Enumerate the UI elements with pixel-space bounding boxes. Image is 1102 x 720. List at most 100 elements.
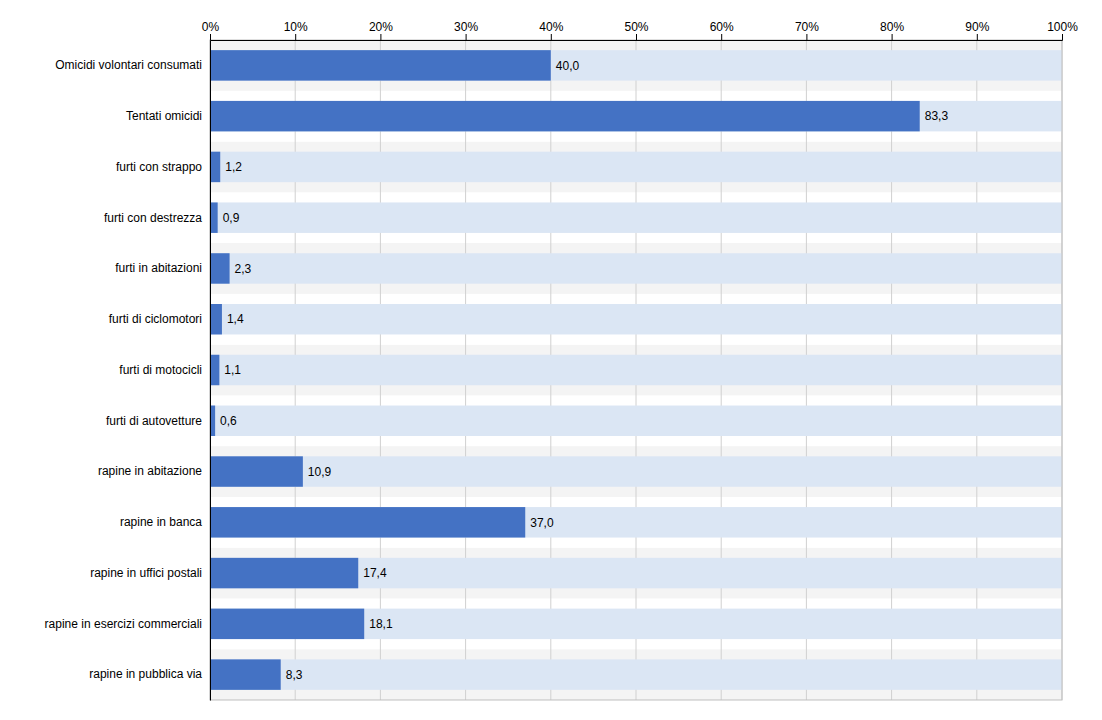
x-tick: 30% <box>454 20 478 40</box>
y-tick: furti in abitazioni <box>115 261 210 275</box>
bar <box>210 456 303 486</box>
y-tick: Omicidi volontari consumati <box>55 58 210 72</box>
tick-label: furti di autovetture <box>106 414 202 428</box>
tick-mark <box>551 34 552 40</box>
tick-label: 70% <box>795 20 819 34</box>
tick-label: rapine in esercizi commerciali <box>45 617 202 631</box>
y-tick: furti di ciclomotori <box>109 312 210 326</box>
tick-label: Tentati omicidi <box>126 109 202 123</box>
bar-track <box>210 253 1062 283</box>
y-tick: furti di motocicli <box>119 363 210 377</box>
y-tick: Tentati omicidi <box>126 109 210 123</box>
data-label: 1,4 <box>227 312 244 326</box>
y-tick: furti con destrezza <box>104 211 210 225</box>
tick-label: 20% <box>369 20 393 34</box>
tick-label: 40% <box>539 20 563 34</box>
plot-frame <box>210 40 1062 700</box>
y-tick: furti con strappo <box>116 160 210 174</box>
y-axis: rapine in pubblica via rapine in esercizi… <box>45 41 211 701</box>
bars <box>210 50 1062 690</box>
x-tick: 80% <box>880 20 904 40</box>
tick-label: rapine in pubblica via <box>89 667 202 681</box>
bar <box>210 202 218 232</box>
bar-track <box>210 609 1062 639</box>
bar <box>210 558 358 588</box>
data-label: 37,0 <box>530 516 554 530</box>
bar-track <box>210 101 1062 131</box>
tick-mark <box>295 34 296 40</box>
y-tick: rapine in esercizi commerciali <box>45 617 210 631</box>
bar-track <box>210 507 1062 537</box>
bar <box>210 659 281 689</box>
tick-mark <box>210 34 211 40</box>
bar-track <box>210 355 1062 385</box>
data-label: 2,3 <box>235 262 252 276</box>
bar-track <box>210 456 1062 486</box>
data-label: 40,0 <box>556 59 580 73</box>
bar-track <box>210 50 1062 80</box>
x-axis: 0% 10% 20% 30% 40% 50% 60% 70% 80% 90% 100% <box>202 20 1078 41</box>
row-backgrounds <box>210 40 1062 700</box>
axis-line <box>211 34 1063 41</box>
tick-label: 60% <box>710 20 734 34</box>
x-tick: 70% <box>795 20 819 40</box>
x-tick: 10% <box>284 20 308 40</box>
tick-mark <box>466 34 467 40</box>
grid <box>210 40 1062 700</box>
x-tick: 90% <box>965 20 989 40</box>
data-label: 1,2 <box>225 160 242 174</box>
data-labels: 8,318,117,437,010,90,61,11,42,30,91,283,… <box>220 59 948 682</box>
bar <box>210 507 525 537</box>
x-tick: 0% <box>202 20 220 40</box>
tick-mark <box>636 34 637 40</box>
tick-label: 100% <box>1047 20 1078 34</box>
bar <box>210 355 219 385</box>
bar <box>210 253 230 283</box>
tick-label: furti di ciclomotori <box>109 312 202 326</box>
x-tick: 20% <box>369 20 393 40</box>
tick-label: rapine in banca <box>120 515 202 529</box>
tick-label: 10% <box>284 20 308 34</box>
data-label: 8,3 <box>286 668 303 682</box>
data-label: 1,1 <box>224 363 241 377</box>
tick-mark <box>806 34 807 40</box>
tick-label: 0% <box>202 20 220 34</box>
x-tick: 40% <box>539 20 563 40</box>
y-tick: rapine in banca <box>120 515 210 529</box>
data-label: 10,9 <box>308 465 332 479</box>
tick-label: furti con strappo <box>116 160 202 174</box>
bar <box>210 101 920 131</box>
tick-label: 30% <box>454 20 478 34</box>
chart: 0% 10% 20% 30% 40% 50% 60% 70% 80% 90% 100% rapine … <box>0 0 1102 720</box>
bar-track <box>210 152 1062 182</box>
bar-track <box>210 406 1062 436</box>
tick-label: 90% <box>965 20 989 34</box>
data-label: 0,6 <box>220 414 237 428</box>
bar <box>210 152 220 182</box>
tick-mark <box>380 34 381 40</box>
tick-mark <box>977 34 978 40</box>
tick-label: furti in abitazioni <box>115 261 202 275</box>
data-label: 18,1 <box>369 617 393 631</box>
x-tick: 50% <box>624 20 648 40</box>
axis-line <box>210 41 211 701</box>
tick-mark <box>721 34 722 40</box>
bar <box>210 609 364 639</box>
y-tick: furti di autovetture <box>106 414 210 428</box>
tick-label: furti di motocicli <box>119 363 202 377</box>
x-tick: 60% <box>710 20 734 40</box>
y-tick: rapine in pubblica via <box>89 667 210 681</box>
bar <box>210 304 222 334</box>
y-tick: rapine in uffici postali <box>90 566 210 580</box>
data-label: 83,3 <box>925 109 949 123</box>
bar-track <box>210 558 1062 588</box>
tick-label: rapine in abitazione <box>98 464 202 478</box>
bar-track <box>210 659 1062 689</box>
tick-label: Omicidi volontari consumati <box>55 58 202 72</box>
tick-mark <box>892 34 893 40</box>
y-tick: rapine in abitazione <box>98 464 210 478</box>
tick-label: furti con destrezza <box>104 211 202 225</box>
tick-label: 50% <box>624 20 648 34</box>
data-label: 17,4 <box>363 566 387 580</box>
bar-track <box>210 202 1062 232</box>
